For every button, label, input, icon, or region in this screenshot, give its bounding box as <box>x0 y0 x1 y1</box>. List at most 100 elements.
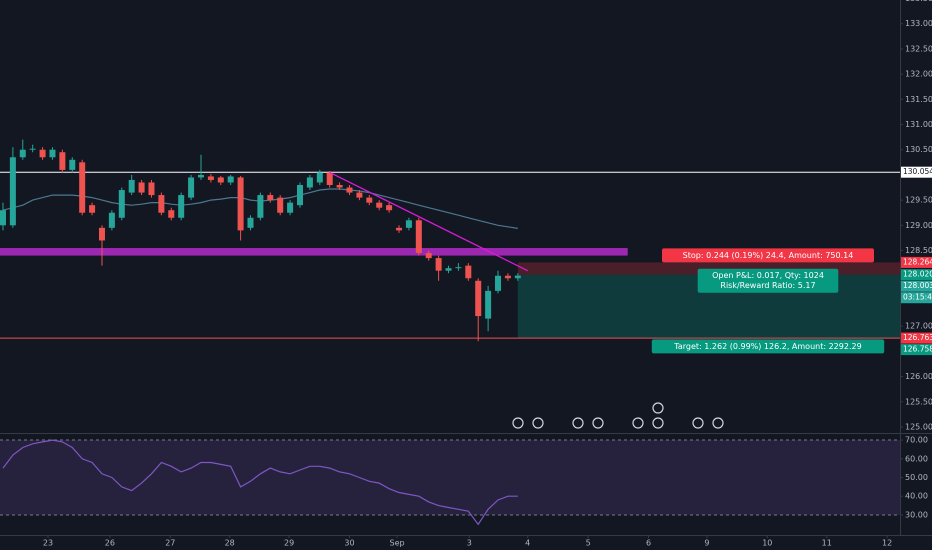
candle-body <box>178 195 185 218</box>
target-label-text: Target: 1.262 (0.99%) 126.2, Amount: 229… <box>673 342 861 351</box>
y-tick-label: 129.000 <box>905 221 932 230</box>
event-icon[interactable] <box>632 417 644 429</box>
price-badge <box>901 269 932 281</box>
y-tick-label: 132.500 <box>905 44 932 53</box>
candle-body <box>197 174 204 178</box>
candle-body <box>277 197 284 213</box>
stop-label-box <box>662 248 874 263</box>
stop-label-text: Stop: 0.244 (0.19%) 24.4, Amount: 750.14 <box>683 251 854 260</box>
event-icon[interactable] <box>712 417 724 429</box>
y-tick-label: 131.500 <box>905 95 932 104</box>
price-badge-label: 126.758 <box>903 345 932 354</box>
candle-body <box>148 182 155 196</box>
candle-body <box>455 267 462 269</box>
event-icon[interactable] <box>652 417 664 429</box>
y-tick-label: 125.500 <box>905 397 932 406</box>
x-tick-label: 11 <box>822 539 832 548</box>
candle-body <box>386 205 393 211</box>
rsi-y-tick-label: 40.00 <box>905 492 928 501</box>
y-tick-label: 132.000 <box>905 70 932 79</box>
candle-body <box>415 220 422 254</box>
countdown-label: 03:15:49 <box>903 293 932 302</box>
candle-body <box>257 195 264 218</box>
candle-body <box>346 187 353 193</box>
candle-body <box>316 172 323 183</box>
candle-body <box>49 149 56 158</box>
event-icon[interactable] <box>572 417 584 429</box>
candle-body <box>465 265 472 279</box>
price-badge-label: 128.264 <box>903 257 932 266</box>
x-tick-label: 12 <box>882 539 892 548</box>
x-tick-label: 29 <box>284 539 294 548</box>
event-icon[interactable] <box>592 417 604 429</box>
candle-body <box>267 195 274 201</box>
x-tick-label: 26 <box>105 539 115 548</box>
event-icon[interactable] <box>512 417 524 429</box>
y-tick-label: 125.000 <box>905 422 932 431</box>
rsi-band-fill <box>0 440 900 515</box>
event-icons[interactable] <box>512 402 724 429</box>
candle-body <box>247 217 254 228</box>
candle-body <box>158 195 165 213</box>
x-tick-label: 27 <box>165 539 175 548</box>
event-icon[interactable] <box>532 417 544 429</box>
y-tick-label: 133.000 <box>905 19 932 28</box>
candle-body <box>336 184 343 188</box>
candle-body <box>0 210 6 226</box>
price-badge <box>901 256 932 268</box>
event-icon[interactable] <box>692 417 704 429</box>
candle-body <box>366 197 373 203</box>
candle-body <box>69 159 76 170</box>
x-tick-label: 3 <box>467 539 472 548</box>
stop-label: Stop: 0.244 (0.19%) 24.4, Amount: 750.14 <box>662 248 874 263</box>
pnl-label-text: Open P&L: 0.017, Qty: 1024 <box>712 271 824 280</box>
candle-body <box>495 275 502 291</box>
candle-body <box>287 202 294 213</box>
candle-body <box>128 179 135 193</box>
x-tick-label: Sep <box>389 539 404 548</box>
price-badge-label: 128.003 <box>903 281 932 290</box>
candle-body <box>98 227 105 241</box>
candle-body <box>425 253 432 259</box>
candle-body <box>188 177 195 198</box>
candle-body <box>237 177 244 231</box>
candle-body <box>475 280 482 317</box>
candle-body <box>297 184 303 206</box>
countdown-badge <box>901 292 932 304</box>
zone-band <box>0 248 628 256</box>
candle-body <box>445 268 452 271</box>
y-tick-label: 127.000 <box>905 322 932 331</box>
x-tick-label: 9 <box>704 539 709 548</box>
event-icon[interactable] <box>652 402 664 414</box>
candle-body <box>9 157 16 226</box>
target-label: Target: 1.262 (0.99%) 126.2, Amount: 229… <box>651 339 885 354</box>
y-tick-label: 126.000 <box>905 372 932 381</box>
candle-body <box>514 275 521 279</box>
candle-body <box>396 227 403 231</box>
x-tick-label: 10 <box>762 539 772 548</box>
rsi-y-tick-label: 70.00 <box>905 436 928 445</box>
pnl-label-box <box>697 268 839 293</box>
price-badge-label: 130.054 <box>903 167 932 176</box>
candle-body <box>306 177 313 188</box>
candle-body <box>435 258 442 271</box>
candle-body <box>108 212 115 228</box>
x-tick-label: 6 <box>646 539 651 548</box>
x-tick-label: 28 <box>225 539 235 548</box>
x-tick-label: 5 <box>586 539 591 548</box>
candle-body <box>485 290 492 319</box>
y-tick-label: 129.500 <box>905 196 932 205</box>
candle-body <box>376 202 383 208</box>
y-tick-label: 131.000 <box>905 120 932 129</box>
candle-body <box>326 172 333 185</box>
x-tick-label: 23 <box>43 539 53 548</box>
rsi-y-tick-label: 30.00 <box>905 510 928 519</box>
rsi-y-tick-label: 60.00 <box>905 454 928 463</box>
price-badge-label: 126.763 <box>903 333 932 342</box>
candle-body <box>39 149 46 158</box>
candle-body <box>504 275 511 279</box>
candle-body <box>168 210 175 218</box>
candle-body <box>118 190 125 218</box>
price-badge-label: 128.020 <box>903 270 932 279</box>
